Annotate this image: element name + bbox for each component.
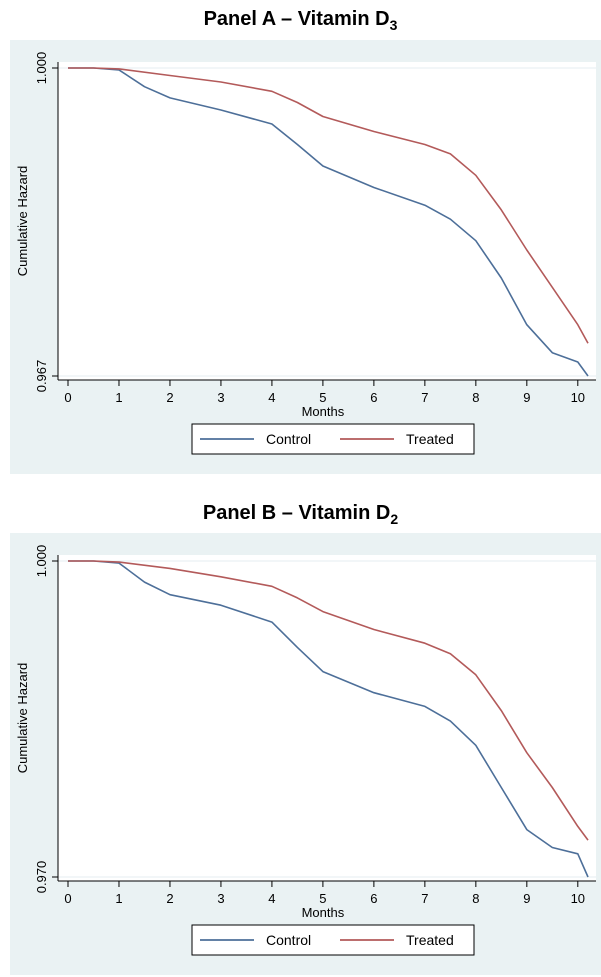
panel-a-title-text: Panel A – Vitamin D [203, 8, 390, 30]
panel-a-y-axis-title: Cumulative Hazard [15, 166, 30, 277]
panel-b-x-tick-label-1: 1 [115, 891, 122, 906]
panel-a-x-tick-label-5: 5 [319, 390, 326, 405]
chart-panel-b: 0 1 2 3 4 5 6 7 8 9 10 1.000 0.970 Cumulative Hazard M… [10, 533, 601, 975]
panel-b-series-treated-line [68, 560, 589, 841]
panel-b-x-tick-label-6: 6 [370, 891, 377, 906]
panel-b-x-tick-label-0: 0 [64, 891, 71, 906]
panel-b-legend-label-treated: Treated [406, 932, 454, 948]
panel-a-series-control-line [68, 67, 589, 377]
panel-a-series-treated-line [68, 67, 589, 344]
panel-a-x-tick-label-9: 9 [523, 390, 530, 405]
panel-b-x-tick-label-9: 9 [523, 891, 530, 906]
panel-b-x-tick-label-10: 10 [571, 891, 585, 906]
panel-b-x-tick-label-8: 8 [472, 891, 479, 906]
panel-b-y-axis-title: Cumulative Hazard [15, 663, 30, 774]
panel-b-x-tick-label-4: 4 [268, 891, 275, 906]
panel-b-x-tick-label-7: 7 [421, 891, 428, 906]
panel-b-legend-label-control: Control [266, 932, 311, 948]
panel-b-y-tick-label-0: 1.000 [34, 545, 49, 578]
panel-a-x-tick-label-4: 4 [268, 390, 275, 405]
panel-a-x-tick-label-3: 3 [217, 390, 224, 405]
panel-a-x-tick-label-6: 6 [370, 390, 377, 405]
panel-a-x-axis-title: Months [302, 404, 345, 419]
panel-b-x-tick-label-3: 3 [217, 891, 224, 906]
panel-b-series-control-line [68, 560, 589, 878]
panel-b-x-tick-label-2: 2 [166, 891, 173, 906]
chart-panel-a: 0 1 2 3 4 5 6 7 8 9 10 1.000 0.967 Cumulative Hazard M… [10, 40, 601, 474]
panel-a-legend-label-control: Control [266, 431, 311, 447]
panel-b-title-subscript: 2 [390, 511, 399, 527]
panel-a-x-tick-label-0: 0 [64, 390, 71, 405]
panel-b-x-tick-label-5: 5 [319, 891, 326, 906]
panel-b-x-axis-title: Months [302, 905, 345, 920]
panel-a-plot-area [58, 62, 596, 380]
panel-b-title: Panel B – Vitamin D2 [0, 502, 601, 527]
panel-a-x-tick-label-7: 7 [421, 390, 428, 405]
panel-b-plot-area [58, 555, 596, 881]
panel-a-title-subscript: 3 [389, 17, 398, 33]
panel-a-x-tick-label-2: 2 [166, 390, 173, 405]
panel-a-x-tick-label-10: 10 [571, 390, 585, 405]
panel-a-x-tick-label-8: 8 [472, 390, 479, 405]
panel-a-y-tick-label-0: 1.000 [34, 52, 49, 85]
panel-a-x-tick-label-1: 1 [115, 390, 122, 405]
panel-a-title: Panel A – Vitamin D3 [0, 8, 601, 33]
panel-a-y-tick-label-1: 0.967 [34, 360, 49, 393]
panel-b-title-text: Panel B – Vitamin D [202, 502, 391, 524]
panel-b-y-tick-label-1: 0.970 [34, 861, 49, 894]
panel-a-legend-label-treated: Treated [406, 431, 454, 447]
